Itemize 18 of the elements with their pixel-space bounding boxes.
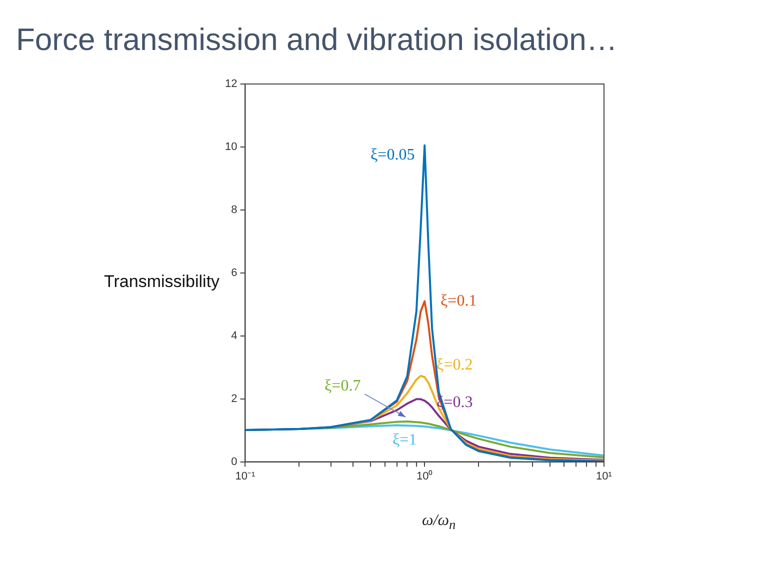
y-tick-label: 4 xyxy=(231,330,238,342)
x-tick-label: 10¹ xyxy=(596,470,612,482)
y-tick-label: 12 xyxy=(224,78,238,90)
chart-title: Force transmission and vibration isolation… xyxy=(16,22,618,58)
series-label: ξ=1 xyxy=(392,432,417,449)
y-tick-label: 0 xyxy=(231,456,238,468)
y-tick-label: 10 xyxy=(224,141,238,153)
series-label: ξ=0.7 xyxy=(324,377,361,394)
series-label: ξ=0.05 xyxy=(370,146,415,164)
y-axis-title: Transmissibility xyxy=(104,272,220,292)
series-label: ξ=0.1 xyxy=(440,292,477,310)
y-tick-label: 8 xyxy=(231,204,238,216)
x-axis-title: ω/ω$_{n}$ xyxy=(422,512,456,534)
x-tick-label: 10⁻¹ xyxy=(235,470,256,482)
y-tick-label: 2 xyxy=(231,392,238,405)
y-tick-label: 6 xyxy=(231,266,238,279)
series-label: ξ=0.2 xyxy=(436,356,473,374)
x-tick-label: 10⁰ xyxy=(416,469,433,482)
